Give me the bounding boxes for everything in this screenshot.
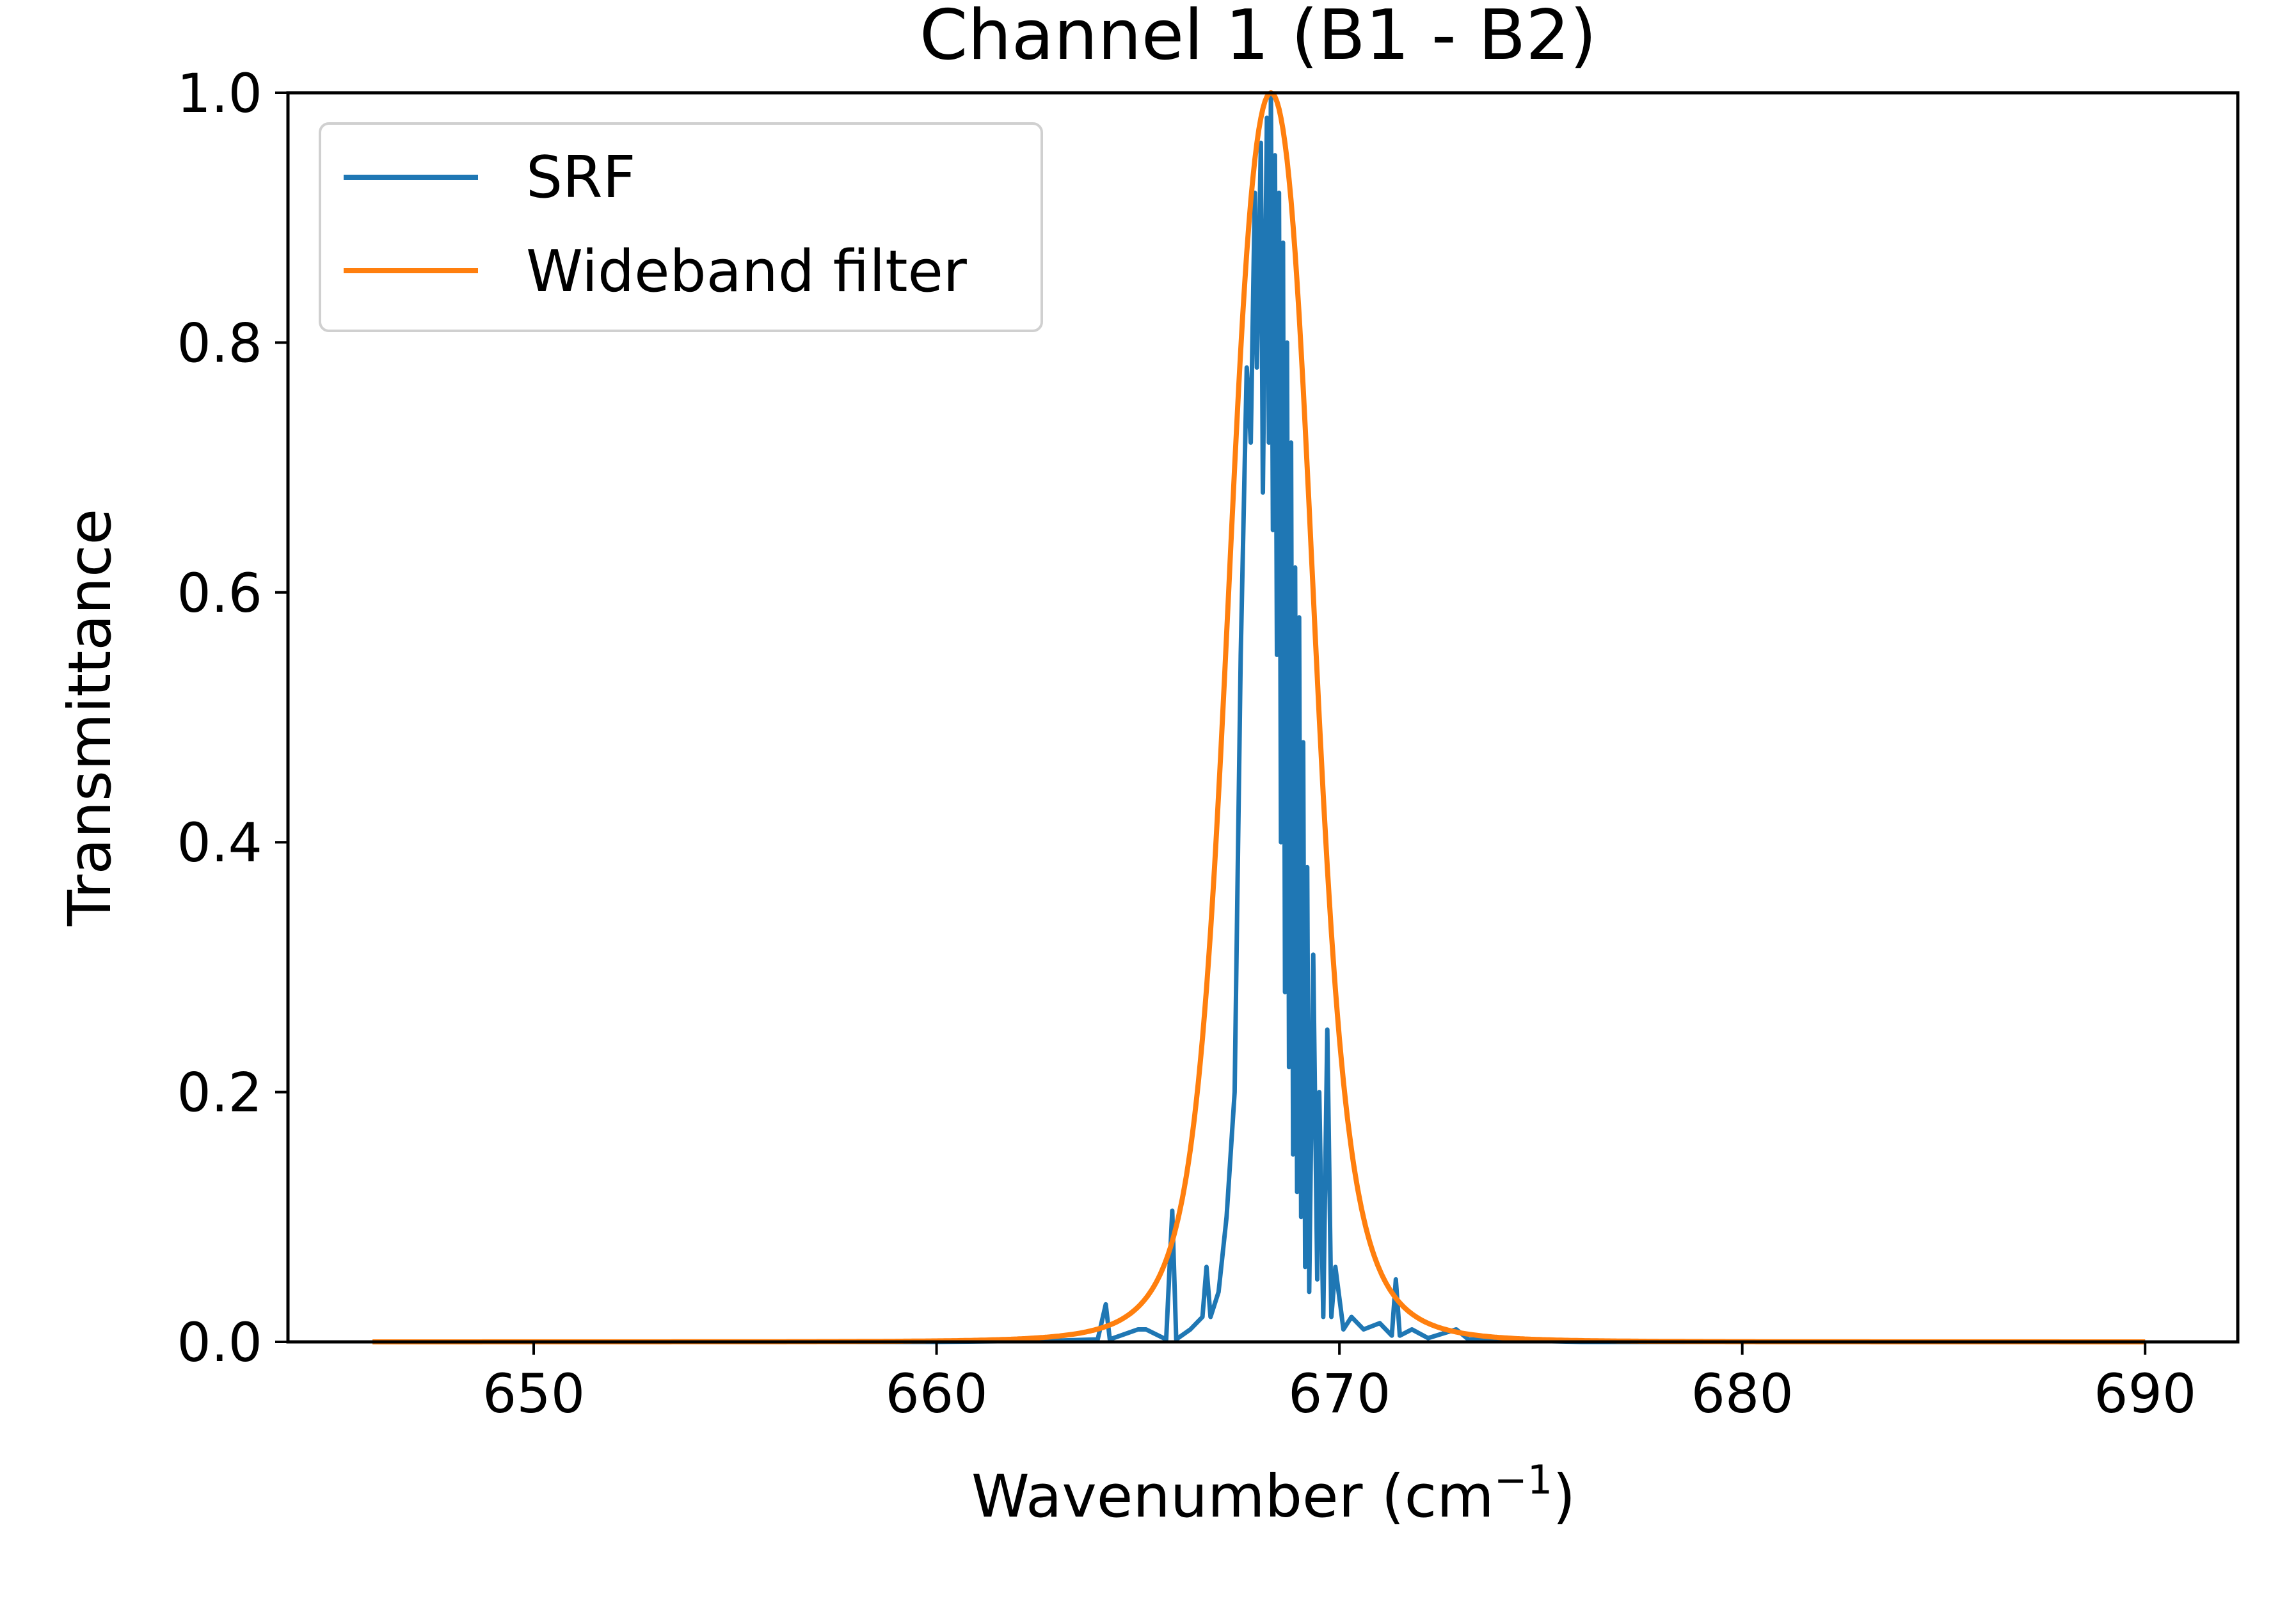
x-tick-label: 660 <box>885 1362 987 1425</box>
y-tick-label: 1.0 <box>177 62 262 125</box>
legend: SRF Wideband filter <box>319 122 1043 332</box>
plot-frame <box>286 91 2240 1344</box>
y-tick-label: 0.6 <box>177 562 262 625</box>
y-tick-label: 0.4 <box>177 811 262 874</box>
x-tick-label: 680 <box>1691 1362 1793 1425</box>
y-tick-label: 0.0 <box>177 1311 262 1374</box>
x-tick-label: 690 <box>2094 1362 2196 1425</box>
chart-title: Channel 1 (B1 - B2) <box>920 0 1597 76</box>
legend-label-srf: SRF <box>526 144 635 211</box>
x-tick-label: 650 <box>482 1362 585 1425</box>
y-axis-label: Transmittance <box>56 509 124 927</box>
x-axis-ticks: 650 660 670 680 690 <box>482 1342 2196 1425</box>
series-line-srf <box>372 90 2146 1344</box>
y-axis-ticks: 0.0 0.2 0.4 0.6 0.8 1.0 <box>177 62 288 1374</box>
y-tick-label: 0.8 <box>177 312 262 374</box>
legend-frame <box>319 122 1043 332</box>
plot-area <box>286 90 2240 1344</box>
x-tick-label: 670 <box>1288 1362 1391 1425</box>
y-tick-label: 0.2 <box>177 1062 262 1124</box>
x-axis-label: Wavenumber (cm−1) <box>971 1456 1575 1531</box>
legend-label-wideband-filter: Wideband filter <box>526 238 967 305</box>
